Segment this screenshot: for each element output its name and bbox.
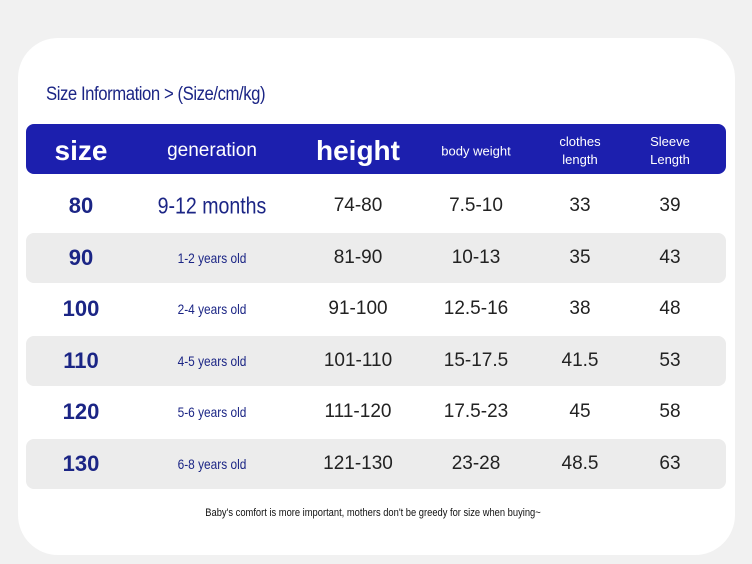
table-cell: 10-13 bbox=[451, 246, 501, 268]
table-cell: 101-110 bbox=[323, 349, 393, 371]
table-cell: 53 bbox=[659, 349, 681, 371]
row-stripe bbox=[26, 335, 726, 386]
table-cell: 81-90 bbox=[333, 246, 383, 268]
header-bar bbox=[26, 124, 726, 174]
table-cell: 110 bbox=[63, 347, 99, 373]
table-cell: 48.5 bbox=[561, 452, 599, 474]
table-cell: 7.5-10 bbox=[449, 195, 503, 216]
table-cell: 17.5-23 bbox=[443, 401, 509, 422]
row-stripe bbox=[26, 438, 726, 489]
table-cell: 74-80 bbox=[333, 195, 383, 216]
table-cell: 80 bbox=[68, 193, 94, 218]
table-cell: 23-28 bbox=[451, 452, 501, 474]
table-cell: 45 bbox=[569, 401, 591, 422]
footer-note: Baby's comfort is more important, mother… bbox=[205, 507, 541, 519]
column-header: clothes length bbox=[559, 134, 601, 167]
table-cell: 100 bbox=[62, 296, 100, 321]
table-cell: 15-17.5 bbox=[443, 349, 509, 371]
table-cell: 43 bbox=[659, 246, 681, 268]
table-cell: 1-2 years old bbox=[177, 249, 247, 266]
column-header: body weight bbox=[441, 143, 511, 159]
table-cell: 6-8 years old bbox=[177, 455, 247, 472]
table-cell: 48 bbox=[659, 298, 681, 319]
table-cell: 12.5-16 bbox=[443, 298, 509, 319]
column-header: generation bbox=[167, 140, 257, 161]
table-cell: 120 bbox=[62, 399, 100, 424]
table-cell: 91-100 bbox=[328, 298, 388, 319]
table-cell: 130 bbox=[62, 450, 100, 476]
table-cell: 39 bbox=[659, 195, 681, 216]
title: Size Information > (Size/cm/kg) bbox=[46, 84, 266, 105]
table-cell: 35 bbox=[569, 246, 591, 268]
table-cell: 121-130 bbox=[323, 452, 393, 474]
column-header: Sleeve Length bbox=[650, 134, 690, 167]
table-cell: 111-120 bbox=[324, 401, 392, 422]
table-cell: 2-4 years old bbox=[177, 301, 247, 317]
column-header: size bbox=[54, 135, 108, 166]
table-cell: 4-5 years old bbox=[177, 352, 247, 369]
table-cell: 41.5 bbox=[561, 349, 599, 371]
table-cell: 90 bbox=[68, 244, 94, 270]
table-cell: 58 bbox=[659, 401, 681, 422]
column-header: height bbox=[316, 135, 400, 166]
table-cell: 38 bbox=[569, 298, 591, 319]
row-stripe bbox=[26, 232, 726, 283]
table-cell: 9-12 months bbox=[157, 192, 267, 219]
table-cell: 5-6 years old bbox=[177, 404, 247, 420]
table-cell: 33 bbox=[569, 195, 591, 216]
table-cell: 63 bbox=[659, 452, 681, 474]
